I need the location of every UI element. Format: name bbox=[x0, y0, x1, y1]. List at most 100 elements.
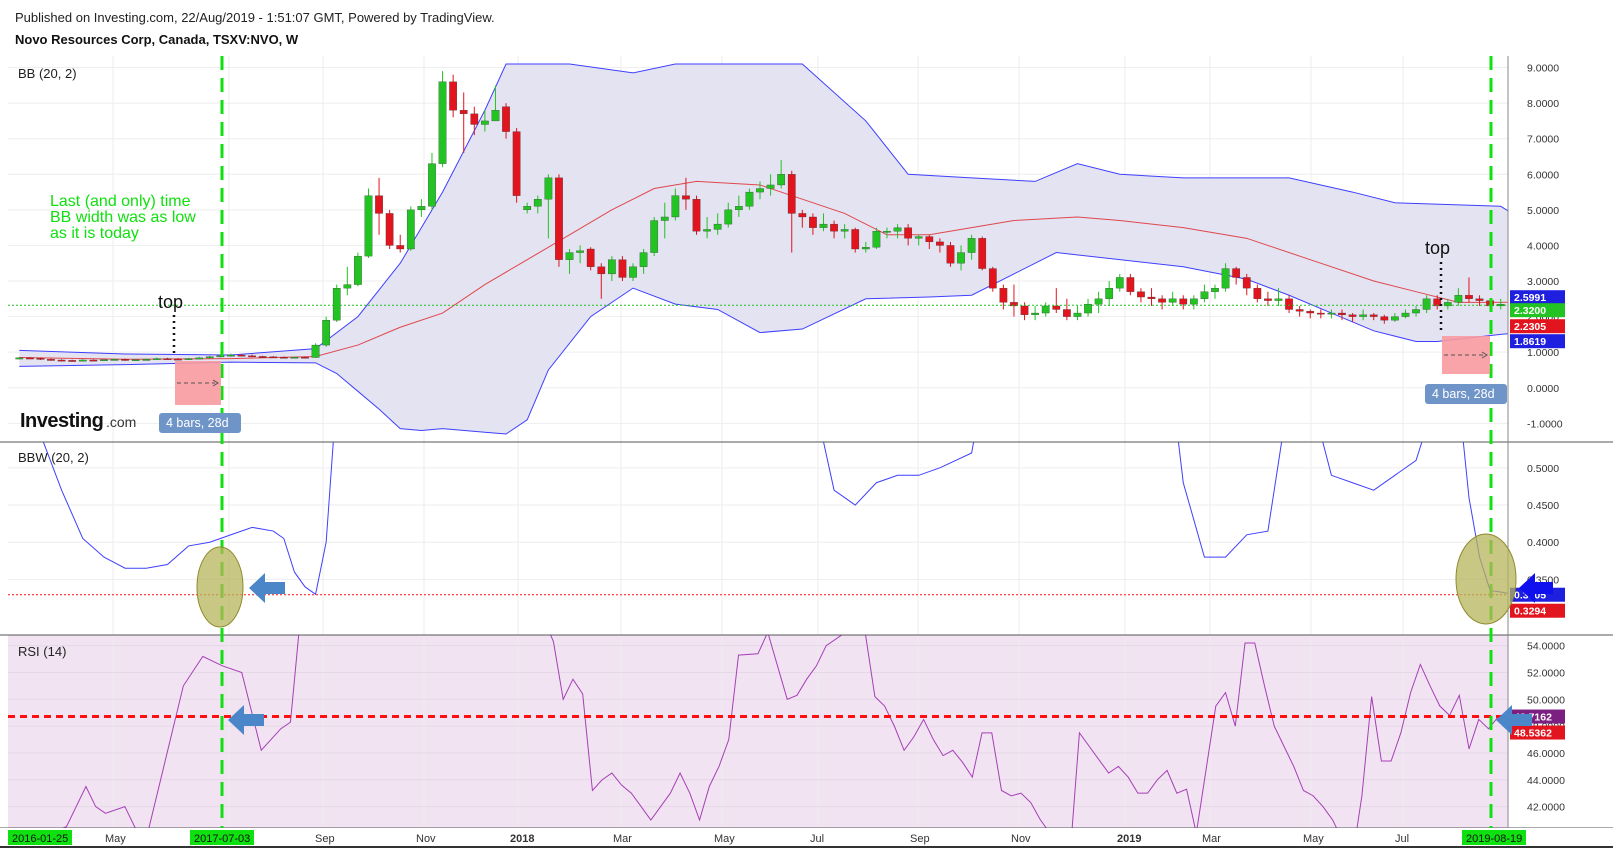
candle bbox=[1443, 298, 1452, 310]
candle bbox=[988, 266, 997, 292]
candle bbox=[914, 234, 923, 246]
candle bbox=[1401, 309, 1410, 319]
candle bbox=[840, 224, 849, 239]
candle bbox=[1295, 305, 1304, 317]
candle bbox=[1010, 284, 1018, 317]
candle bbox=[174, 358, 182, 361]
y-tick-label: 44.0000 bbox=[1527, 775, 1565, 787]
candle bbox=[756, 181, 764, 200]
candle bbox=[1232, 266, 1241, 285]
annotation-text: Last (and only) time bbox=[50, 193, 191, 210]
x-axis-bg bbox=[0, 828, 1613, 846]
candle bbox=[57, 359, 66, 362]
x-tick: May bbox=[105, 833, 126, 845]
top-label: top bbox=[1425, 238, 1450, 258]
x-tick: May bbox=[714, 833, 735, 845]
y-tick-label: 3.0000 bbox=[1527, 276, 1559, 288]
x-tick: 2017-07-03 bbox=[190, 830, 254, 845]
candle bbox=[195, 356, 204, 360]
candle bbox=[1348, 313, 1357, 322]
price-badge: 2.2305 bbox=[1510, 319, 1565, 334]
candle bbox=[163, 357, 172, 360]
candle bbox=[745, 188, 754, 210]
candle bbox=[978, 236, 987, 271]
candle bbox=[406, 206, 415, 251]
candle bbox=[449, 74, 457, 118]
candle bbox=[1422, 295, 1431, 314]
candle bbox=[290, 356, 299, 359]
x-tick-label: May bbox=[714, 833, 735, 845]
annotation-text: BB width was as low bbox=[50, 209, 196, 226]
candle bbox=[597, 263, 606, 299]
x-tick-label: Nov bbox=[1011, 833, 1031, 845]
candle bbox=[417, 199, 426, 217]
x-tick-label: 2019-08-19 bbox=[1466, 833, 1522, 845]
price-badge: 1.8619 bbox=[1510, 334, 1565, 349]
logo-suffix: .com bbox=[106, 414, 136, 430]
candle bbox=[237, 353, 246, 357]
candle bbox=[1105, 281, 1114, 306]
x-tick: Nov bbox=[416, 833, 436, 845]
y-tick-label: 7.0000 bbox=[1527, 134, 1559, 146]
x-tick: Mar bbox=[613, 833, 632, 845]
candle bbox=[576, 245, 584, 264]
candle bbox=[279, 356, 288, 359]
candle bbox=[78, 359, 87, 362]
y-tick-label: 6.0000 bbox=[1527, 169, 1559, 181]
candle bbox=[248, 354, 256, 358]
y-tick-label: 42.0000 bbox=[1527, 802, 1565, 814]
price-badge-text: 1.8619 bbox=[1514, 336, 1546, 348]
candle bbox=[787, 170, 796, 253]
candle bbox=[851, 227, 860, 253]
candle bbox=[639, 249, 648, 274]
price-badge: 2.5991 bbox=[1510, 290, 1565, 305]
y-tick-label: 0.5000 bbox=[1527, 463, 1559, 475]
rsi-panel-title: RSI (14) bbox=[18, 644, 66, 659]
candle bbox=[999, 284, 1008, 310]
published-note: Published on Investing.com, 22/Aug/2019 … bbox=[15, 10, 495, 25]
candle bbox=[205, 355, 214, 359]
y-tick-label: 8.0000 bbox=[1527, 98, 1559, 110]
x-tick: Mar bbox=[1202, 833, 1221, 845]
candle bbox=[375, 177, 383, 235]
candle bbox=[734, 195, 743, 217]
candle bbox=[713, 213, 722, 235]
candle bbox=[512, 128, 521, 203]
candle bbox=[1073, 305, 1082, 321]
candle bbox=[1274, 288, 1283, 306]
candle bbox=[925, 234, 934, 249]
candle bbox=[354, 252, 362, 287]
y-tick-label: 54.0000 bbox=[1527, 641, 1565, 653]
rsi-line bbox=[61, 635, 1499, 828]
candle bbox=[893, 224, 902, 239]
left-arrow-icon bbox=[1496, 705, 1532, 735]
candle bbox=[1359, 309, 1368, 321]
y-tick-label: 4.0000 bbox=[1527, 240, 1559, 252]
candle bbox=[89, 359, 98, 362]
candle bbox=[957, 245, 965, 271]
candle bbox=[946, 241, 955, 267]
candle bbox=[830, 220, 838, 239]
candle bbox=[671, 188, 680, 221]
candle bbox=[1084, 298, 1092, 317]
x-tick-label: Sep bbox=[910, 833, 930, 845]
candle bbox=[68, 359, 77, 362]
bbw-badge: 0.3294 bbox=[1510, 603, 1565, 618]
candle bbox=[883, 227, 891, 239]
candle bbox=[1041, 302, 1050, 317]
candle bbox=[1031, 305, 1039, 321]
candle bbox=[343, 266, 352, 296]
x-tick: Jul bbox=[1395, 833, 1409, 845]
candle bbox=[1327, 309, 1336, 319]
y-tick-label: 0.0000 bbox=[1527, 383, 1559, 395]
logo-wordmark: Investing bbox=[20, 410, 103, 432]
price-badge-text: 2.5991 bbox=[1514, 292, 1546, 304]
bb-lower-band bbox=[19, 252, 1508, 435]
range-info-text: 4 bars, 28d bbox=[166, 416, 229, 430]
candle bbox=[618, 256, 627, 282]
range-info-badge: 4 bars, 28d bbox=[1425, 384, 1507, 404]
candle bbox=[481, 110, 489, 132]
candle bbox=[692, 195, 701, 235]
y-tick-label: 50.0000 bbox=[1527, 694, 1565, 706]
